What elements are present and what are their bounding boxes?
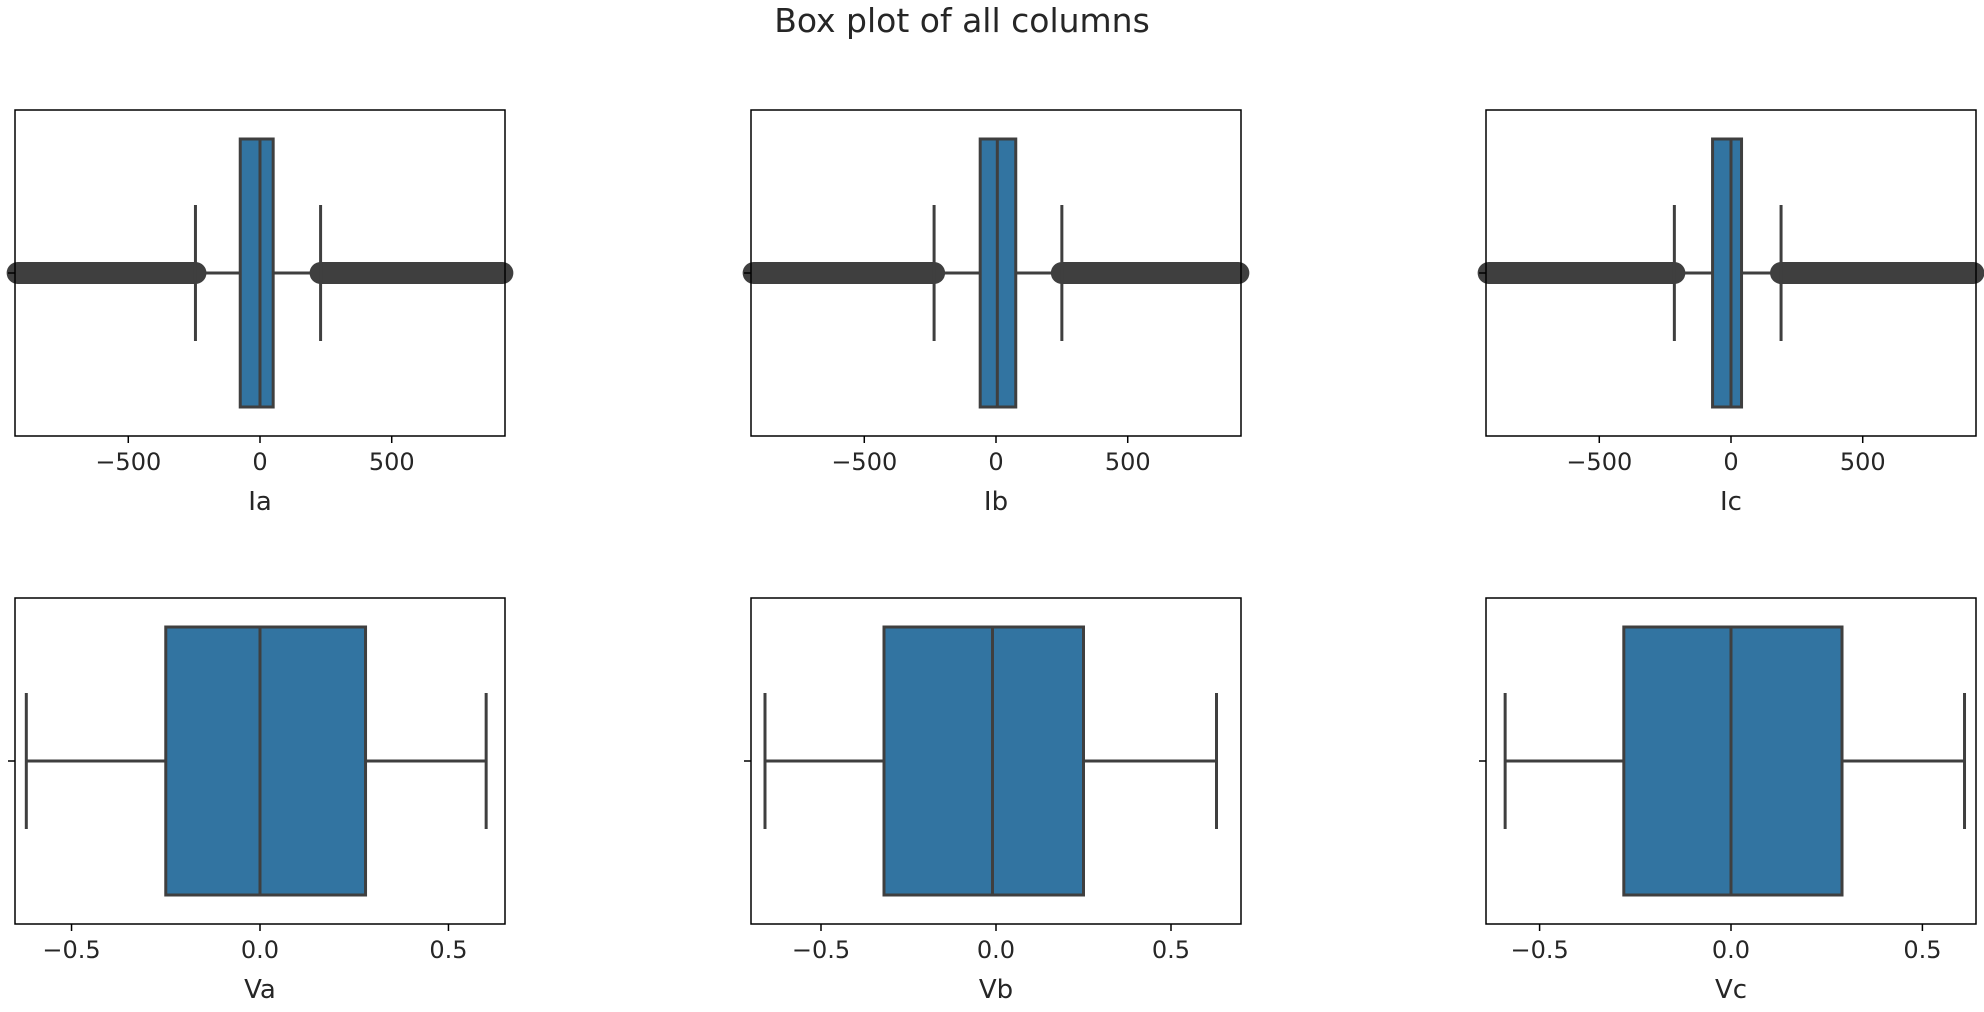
x-tick-label: 500 xyxy=(1840,448,1886,476)
subplot-vc: −0.5 0.0 0.5 Vc xyxy=(1479,597,1977,1005)
x-tick-label: −0.5 xyxy=(42,936,100,964)
x-tick-label: 0 xyxy=(252,448,267,476)
x-tick-label: −500 xyxy=(831,448,897,476)
x-tick-label: −0.5 xyxy=(1510,936,1568,964)
iqr-box xyxy=(1622,625,1844,897)
iqr-box xyxy=(164,625,368,897)
subplot-ib: −500 0 500 Ib xyxy=(742,109,1250,517)
subplot-va: −0.5 0.0 0.5 Va xyxy=(8,597,506,1005)
x-tick-label: −0.5 xyxy=(792,936,850,964)
x-axis-label: Ic xyxy=(1720,487,1742,517)
subplots: −500 0 500 Ia −500 0 500 Ib −500 0 500 Ic −0.5 0.0 0.5… xyxy=(6,109,1984,1005)
x-tick-label: 0.5 xyxy=(1903,936,1941,964)
x-axis-label: Vc xyxy=(1715,975,1747,1005)
iqr-box xyxy=(882,625,1085,897)
x-tick-label: 0.0 xyxy=(977,936,1015,964)
subplot-ic: −500 0 500 Ic xyxy=(1477,109,1984,517)
x-tick-label: 0.0 xyxy=(1712,936,1750,964)
x-tick-label: 0.5 xyxy=(429,936,467,964)
x-axis-label: Ia xyxy=(248,487,272,517)
x-axis-label: Ib xyxy=(984,487,1008,517)
x-axis-label: Vb xyxy=(979,975,1013,1005)
figure-title: Box plot of all columns xyxy=(774,1,1150,40)
x-tick-label: −500 xyxy=(1566,448,1632,476)
subplot-vb: −0.5 0.0 0.5 Vb xyxy=(744,597,1242,1005)
x-tick-label: 0 xyxy=(988,448,1003,476)
x-tick-label: 0 xyxy=(1723,448,1738,476)
x-tick-label: 0.0 xyxy=(241,936,279,964)
x-tick-label: 0.5 xyxy=(1152,936,1190,964)
subplot-ia: −500 0 500 Ia xyxy=(6,109,514,517)
x-tick-label: 500 xyxy=(1105,448,1151,476)
iqr-box xyxy=(238,137,275,409)
x-tick-label: 500 xyxy=(369,448,415,476)
x-tick-label: −500 xyxy=(95,448,161,476)
x-axis-label: Va xyxy=(244,975,276,1005)
iqr-box xyxy=(1711,137,1744,409)
